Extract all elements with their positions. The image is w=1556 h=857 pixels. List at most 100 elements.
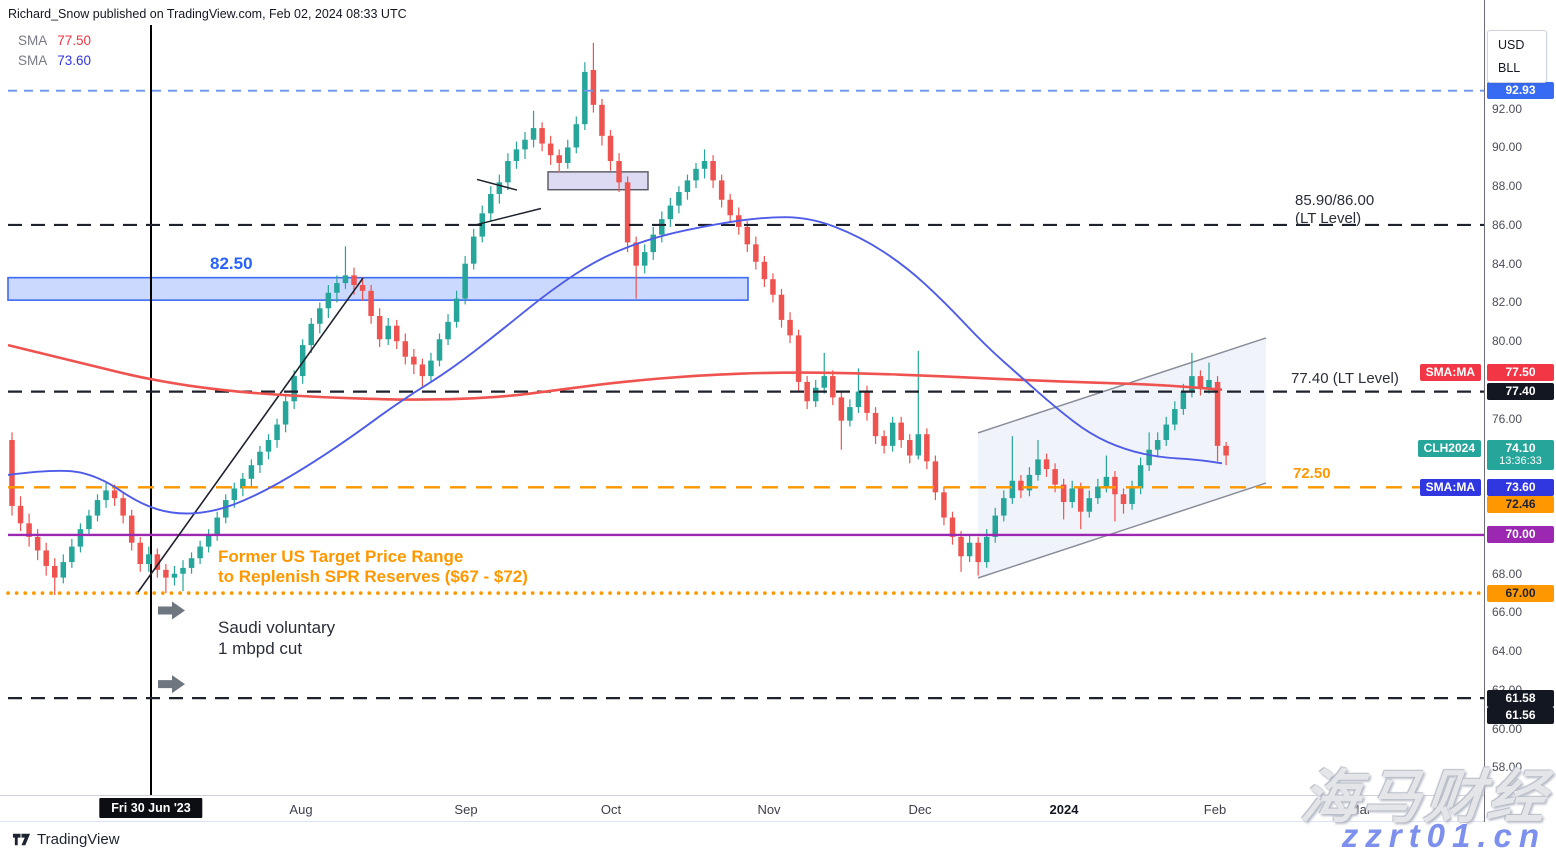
candle-body bbox=[308, 323, 314, 346]
candle-body bbox=[812, 387, 819, 402]
candle-body bbox=[744, 226, 751, 245]
candle-body bbox=[505, 161, 511, 183]
price-badge-67.00: 67.00 bbox=[1487, 584, 1554, 602]
price-badge-61.58: 61.58 bbox=[1487, 689, 1554, 707]
candle-body bbox=[693, 168, 699, 181]
candle-body bbox=[385, 325, 391, 340]
time-label-oct: Oct bbox=[600, 802, 622, 817]
annotation-72-50[interactable]: 72.50 bbox=[1293, 465, 1331, 482]
candle-body bbox=[1189, 376, 1195, 392]
candle-body bbox=[1035, 459, 1041, 475]
candle-body bbox=[1154, 440, 1161, 450]
tradingview-logo[interactable]: TradingView bbox=[12, 830, 120, 849]
supply-zone-82-50[interactable] bbox=[7, 276, 749, 301]
price-badge-72.46: 72.46 bbox=[1487, 495, 1554, 513]
price-badge-61.56: 61.56 bbox=[1487, 707, 1554, 724]
candle-body bbox=[582, 71, 588, 125]
price-tick: 82.00 bbox=[1492, 295, 1523, 310]
candle-body bbox=[573, 124, 580, 148]
price-tick: 64.00 bbox=[1492, 644, 1523, 659]
rising-channel-bottom[interactable] bbox=[977, 482, 1267, 579]
candle-body bbox=[889, 422, 896, 446]
candle-body bbox=[718, 180, 725, 200]
price-axis[interactable]: 92.00 90.00 88.00 86.00 84.00 82.00 80.00 76.00… bbox=[1484, 0, 1556, 822]
annotation-spr-range[interactable]: Former US Target Price Range to Replenis… bbox=[218, 547, 528, 586]
rising-channel-fill[interactable] bbox=[978, 337, 1266, 578]
footer: TradingView bbox=[0, 822, 1556, 857]
candle-body bbox=[299, 345, 306, 377]
candle-body bbox=[453, 298, 460, 322]
candle-body bbox=[770, 279, 776, 295]
candle-body bbox=[17, 505, 24, 524]
candle-body bbox=[1026, 474, 1033, 491]
candle-body bbox=[146, 554, 152, 565]
price-tick: 84.00 bbox=[1492, 256, 1523, 271]
candle-body bbox=[753, 244, 759, 262]
sma-red-line[interactable] bbox=[7, 343, 1223, 401]
price-tick: 90.00 bbox=[1492, 140, 1523, 155]
right-arrow-icon[interactable] bbox=[158, 675, 185, 694]
candle-body bbox=[240, 478, 246, 489]
pennant-lower[interactable] bbox=[476, 207, 542, 226]
legend-sma-blue[interactable]: SMA 73.60 bbox=[18, 53, 91, 73]
resistance-box-88[interactable] bbox=[547, 171, 649, 191]
annotation-82-50[interactable]: 82.50 bbox=[210, 254, 253, 273]
time-label-mar: Mar bbox=[1348, 802, 1372, 817]
publication-title: Richard_Snow published on TradingView.co… bbox=[8, 7, 407, 21]
candle-body bbox=[1069, 488, 1075, 503]
rally-trendline[interactable] bbox=[137, 277, 364, 593]
candle-body bbox=[342, 275, 349, 284]
candle-body bbox=[864, 391, 870, 413]
price-tick: 60.00 bbox=[1492, 721, 1523, 736]
annotation-lt-level-7740[interactable]: 77.40 (LT Level) bbox=[1291, 370, 1399, 387]
candle-body bbox=[445, 321, 451, 340]
candle-body bbox=[43, 550, 49, 566]
candle-body bbox=[701, 161, 708, 169]
candle-body bbox=[881, 436, 887, 446]
tradingview-logo-icon bbox=[12, 833, 31, 846]
candle-body bbox=[205, 534, 212, 547]
time-label-feb: Feb bbox=[1203, 802, 1227, 817]
candle-body bbox=[513, 149, 520, 162]
annotation-lt-level-86[interactable]: 85.90/86.00 (LT Level) bbox=[1295, 192, 1375, 227]
legend-value: 73.60 bbox=[57, 53, 92, 68]
candle-body bbox=[992, 515, 998, 537]
candle-body bbox=[1129, 488, 1135, 504]
candle-body bbox=[1052, 469, 1058, 485]
candle-body bbox=[103, 490, 109, 501]
candle-body bbox=[949, 517, 956, 537]
legend-sma-red[interactable]: SMA 77.50 bbox=[18, 33, 91, 53]
price-badge-77.40: 77.40 bbox=[1487, 383, 1554, 401]
candle-body bbox=[650, 234, 656, 253]
candle-body bbox=[231, 488, 238, 501]
pennant-upper[interactable] bbox=[476, 178, 518, 191]
candle-body bbox=[556, 155, 562, 163]
right-arrow-icon[interactable] bbox=[158, 601, 185, 620]
rising-channel-top[interactable] bbox=[977, 337, 1267, 434]
candle-body bbox=[1223, 445, 1229, 456]
candle-body bbox=[872, 412, 879, 437]
price-badge-73.60: 73.60 bbox=[1487, 478, 1554, 496]
candle-body bbox=[479, 213, 485, 237]
candle-body bbox=[958, 536, 964, 557]
candle-body bbox=[1172, 409, 1178, 425]
price-tick: 86.00 bbox=[1492, 217, 1523, 232]
annotation-saudi-cut[interactable]: Saudi voluntary 1 mbpd cut bbox=[218, 618, 336, 658]
currency-label: USD bbox=[1498, 38, 1525, 52]
candle-body bbox=[428, 360, 434, 377]
price-tick: 92.00 bbox=[1492, 101, 1523, 116]
time-label-dec: Dec bbox=[908, 802, 932, 817]
candle-body bbox=[1086, 498, 1093, 512]
candle-body bbox=[394, 325, 400, 342]
candle-body bbox=[684, 180, 691, 193]
time-axis[interactable]: Fri 30 Jun '23 Aug Sep Oct Nov Dec 2024 Feb Mar bbox=[0, 795, 1484, 822]
candle-body bbox=[1163, 424, 1169, 441]
candle-body bbox=[787, 319, 793, 336]
candle-body bbox=[1112, 476, 1118, 495]
sma-blue-line[interactable] bbox=[7, 216, 1223, 515]
candle-body bbox=[436, 339, 443, 361]
candle-body bbox=[462, 263, 468, 299]
candle-body bbox=[1206, 379, 1212, 388]
